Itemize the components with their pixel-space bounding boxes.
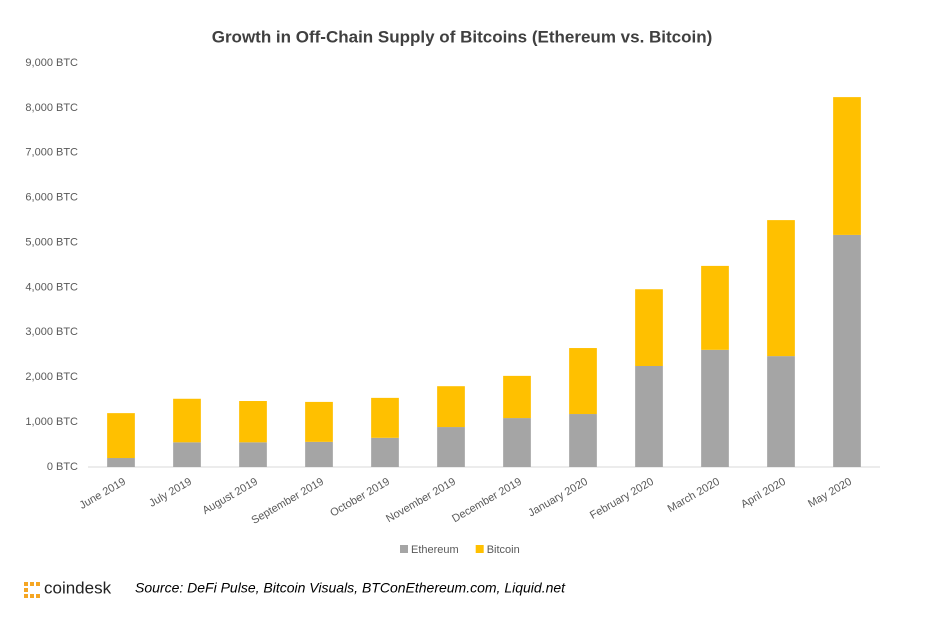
x-tick-label: June 2019 <box>77 476 128 512</box>
bar-segment <box>239 401 267 443</box>
bar-segment <box>107 413 135 459</box>
x-tick-label: May 2020 <box>806 476 854 511</box>
bar-segment <box>173 398 201 443</box>
legend-swatch <box>475 545 484 553</box>
bar-segment <box>371 437 399 467</box>
legend-label: Ethereum <box>411 544 459 556</box>
x-tick-label: August 2019 <box>200 476 260 517</box>
legend-label: Bitcoin <box>487 544 520 556</box>
bar-segment <box>635 289 663 366</box>
bar-segment <box>107 458 135 467</box>
x-tick-label: September 2019 <box>250 476 326 527</box>
x-tick-label: July 2019 <box>147 476 194 510</box>
x-tick-label: February 2020 <box>588 476 656 522</box>
x-tick-label: October 2019 <box>328 476 392 520</box>
x-tick-label: November 2019 <box>384 476 458 526</box>
bar-segment <box>371 397 399 438</box>
bar-segment <box>635 366 663 467</box>
bar-segment <box>305 441 333 467</box>
bar-segment <box>503 375 531 419</box>
y-tick-label: 1,000 BTC <box>25 416 78 428</box>
bar-segment <box>239 442 267 467</box>
y-tick-label: 5,000 BTC <box>25 236 78 248</box>
y-tick-label: 7,000 BTC <box>25 147 78 159</box>
bar-segment <box>437 386 465 428</box>
bar-segment <box>569 348 597 415</box>
y-tick-label: 4,000 BTC <box>25 281 78 293</box>
bar-segment <box>503 418 531 467</box>
bar-segment <box>701 349 729 467</box>
chart-title: Growth in Off-Chain Supply of Bitcoins (… <box>212 27 713 46</box>
bar-segment <box>569 414 597 467</box>
bar-segment <box>437 427 465 467</box>
y-tick-label: 8,000 BTC <box>25 102 78 114</box>
x-tick-label: March 2020 <box>666 476 722 515</box>
x-tick-label: December 2019 <box>450 476 524 526</box>
bar-segment <box>767 356 795 467</box>
bar-segment <box>767 220 795 357</box>
y-tick-label: 2,000 BTC <box>25 371 78 383</box>
y-tick-label: 9,000 BTC <box>25 57 78 69</box>
x-tick-label: January 2020 <box>526 476 590 520</box>
legend-swatch <box>400 545 408 553</box>
logo-text: coindesk <box>44 578 112 597</box>
logo-icon <box>24 582 40 598</box>
bar-segment <box>833 234 861 467</box>
bar-segment <box>701 265 729 350</box>
bar-segment <box>173 442 201 467</box>
x-tick-label: April 2020 <box>739 476 788 511</box>
source-note: Source: DeFi Pulse, Bitcoin Visuals, BTC… <box>135 580 566 596</box>
bar-segment <box>305 401 333 442</box>
y-tick-label: 0 BTC <box>47 461 78 473</box>
y-tick-label: 3,000 BTC <box>25 326 78 338</box>
y-tick-label: 6,000 BTC <box>25 192 78 204</box>
bar-segment <box>833 97 861 235</box>
